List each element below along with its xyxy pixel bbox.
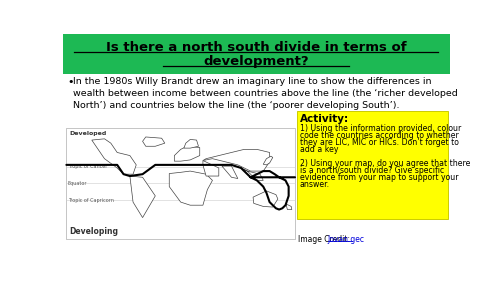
Polygon shape xyxy=(263,156,273,165)
Polygon shape xyxy=(286,205,292,210)
Bar xyxy=(62,34,450,74)
Text: Jovan.gec: Jovan.gec xyxy=(328,235,364,244)
Text: Activity:: Activity: xyxy=(300,114,349,124)
Text: Developed: Developed xyxy=(70,131,106,136)
Text: Is there a north south divide in terms of: Is there a north south divide in terms o… xyxy=(106,41,406,55)
Polygon shape xyxy=(241,168,263,180)
Polygon shape xyxy=(92,139,136,174)
Polygon shape xyxy=(253,191,278,207)
Text: Developing: Developing xyxy=(70,227,118,236)
Polygon shape xyxy=(203,160,219,176)
Text: they are LIC, MIC or HICs. Don’t forget to: they are LIC, MIC or HICs. Don’t forget … xyxy=(300,138,458,147)
Polygon shape xyxy=(184,139,198,148)
Text: 2) Using your map, do you agree that there: 2) Using your map, do you agree that the… xyxy=(300,159,470,168)
Text: is a north/south divide? Give specific: is a north/south divide? Give specific xyxy=(300,166,444,175)
Bar xyxy=(296,111,448,219)
Text: 1) Using the information provided, colour: 1) Using the information provided, colou… xyxy=(300,124,461,133)
Text: development?: development? xyxy=(204,55,309,68)
Polygon shape xyxy=(130,176,156,217)
Bar xyxy=(62,74,450,250)
Text: add a key: add a key xyxy=(300,145,338,154)
Text: Tropic of Cancer: Tropic of Cancer xyxy=(68,164,108,169)
Text: answer.: answer. xyxy=(300,180,330,189)
Text: •: • xyxy=(67,77,73,87)
Text: Equator: Equator xyxy=(68,181,87,186)
Text: Tropic of Capricorn: Tropic of Capricorn xyxy=(68,198,114,203)
Text: In the 1980s Willy Brandt drew an imaginary line to show the differences in
weal: In the 1980s Willy Brandt drew an imagin… xyxy=(74,77,458,110)
Polygon shape xyxy=(174,146,200,161)
Text: evidence from your map to support your: evidence from your map to support your xyxy=(300,173,458,182)
Text: Image Credit:: Image Credit: xyxy=(298,235,352,244)
Polygon shape xyxy=(203,149,270,171)
Polygon shape xyxy=(170,171,212,205)
Bar xyxy=(66,128,295,239)
Polygon shape xyxy=(222,166,238,178)
Text: code the countries according to whether: code the countries according to whether xyxy=(300,131,458,140)
Polygon shape xyxy=(142,137,165,146)
